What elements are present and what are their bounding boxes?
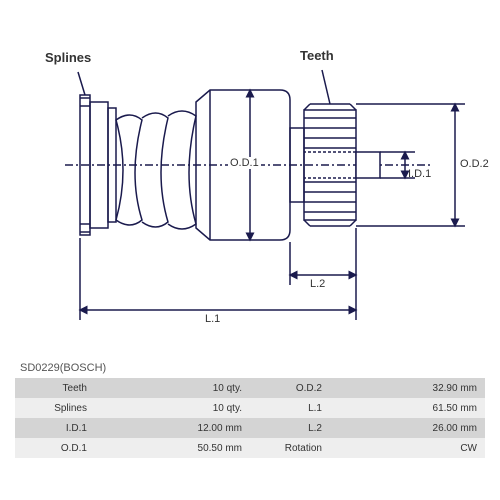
spec-label: Teeth — [15, 378, 95, 398]
spec-label: Rotation — [250, 438, 330, 458]
spec-label: O.D.1 — [15, 438, 95, 458]
teeth-label: Teeth — [300, 48, 334, 63]
od1-dim: O.D.1 — [228, 157, 261, 169]
spec-value: 10 qty. — [95, 378, 250, 398]
spec-value: 61.50 mm — [330, 398, 485, 418]
technical-drawing: Splines Teeth O.D.1 I.D.1 O.D.2 L.2 L.1 — [10, 10, 490, 350]
spec-value: 12.00 mm — [95, 418, 250, 438]
id1-dim: I.D.1 — [408, 168, 431, 180]
spec-label: Splines — [15, 398, 95, 418]
spec-label: L.1 — [250, 398, 330, 418]
spec-label: I.D.1 — [15, 418, 95, 438]
spec-value: 32.90 mm — [330, 378, 485, 398]
table-row: Splines10 qty.L.161.50 mm — [15, 398, 485, 418]
od2-dim: O.D.2 — [460, 158, 489, 170]
table-row: I.D.112.00 mmL.226.00 mm — [15, 418, 485, 438]
splines-label: Splines — [45, 50, 91, 65]
spec-value: 10 qty. — [95, 398, 250, 418]
part-code: SD0229(BOSCH) — [20, 362, 106, 374]
table-row: O.D.150.50 mmRotationCW — [15, 438, 485, 458]
spec-value: 50.50 mm — [95, 438, 250, 458]
spec-value: 26.00 mm — [330, 418, 485, 438]
table-row: Teeth10 qty.O.D.232.90 mm — [15, 378, 485, 398]
l1-dim: L.1 — [205, 313, 220, 325]
spec-label: L.2 — [250, 418, 330, 438]
spec-table: Teeth10 qty.O.D.232.90 mmSplines10 qty.L… — [15, 378, 485, 458]
spec-value: CW — [330, 438, 485, 458]
spec-label: O.D.2 — [250, 378, 330, 398]
l2-dim: L.2 — [310, 278, 325, 290]
